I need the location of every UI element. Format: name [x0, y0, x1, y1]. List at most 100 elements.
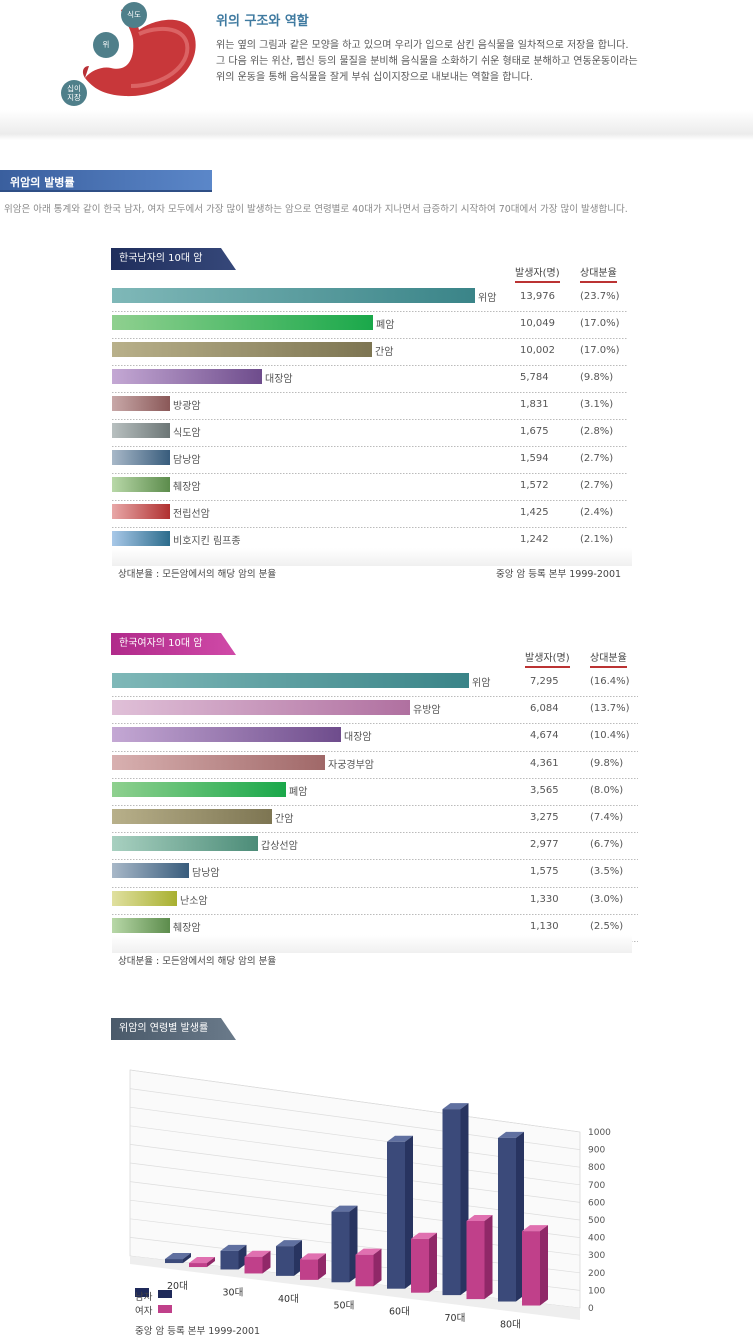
female-bar-label: 간암 [275, 814, 294, 825]
male-col-count: 발생자(명) [515, 264, 560, 283]
bar-top [244, 1250, 271, 1257]
bar-top [300, 1253, 326, 1260]
male-foot-left: 상대분율 : 모든암에서의 해당 암의 분율 [118, 569, 277, 580]
stomach-icon [82, 8, 196, 97]
y-tick-label: 0 [588, 1304, 594, 1314]
male-bar [112, 288, 475, 303]
bar-front [165, 1259, 183, 1264]
female-bar [112, 700, 410, 716]
male-bar-label: 방광암 [173, 401, 201, 412]
bar-top [276, 1240, 302, 1247]
female-count: 6,084 [530, 703, 559, 715]
male-pct: (9.8%) [580, 372, 614, 383]
male-row-line [112, 500, 628, 501]
y-tick-label: 300 [588, 1251, 605, 1261]
male-foot-right: 중앙 암 등록 본부 1999-2001 [496, 569, 622, 580]
bar-top [387, 1135, 413, 1142]
female-bar [112, 781, 286, 797]
female-bar-label: 갑상선암 [261, 841, 298, 853]
male-pct: (2.4%) [580, 507, 614, 518]
female-bar [112, 727, 341, 743]
female-count: 1,575 [530, 866, 559, 878]
section-header [0, 170, 212, 192]
bar-side [318, 1253, 326, 1280]
male-bar-label: 식도암 [173, 428, 201, 439]
male-row-line [112, 527, 628, 528]
bar-front [442, 1109, 461, 1296]
male-pct: (23.7%) [580, 291, 620, 302]
male-count: 1,242 [520, 534, 549, 545]
male-bar [112, 396, 170, 411]
bar-top [220, 1244, 247, 1251]
x-tick-label: 70대 [445, 1313, 466, 1324]
age-chart-svg: 0 100 200 300 400 500 600 700 800 900 1000 20대 30대 40… [129, 1069, 611, 1331]
female-count: 3,565 [530, 784, 559, 796]
y-tick-label: 200 [588, 1269, 605, 1279]
female-row-line [112, 859, 638, 861]
female-count: 1,330 [530, 893, 559, 905]
male-count: 5,784 [520, 372, 549, 383]
intro-line: 그 다음 위는 위산, 펩신 등의 물질을 분비해 음식물을 소화하기 쉬운 형… [216, 56, 638, 67]
age-source: 중앙 암 등록 본부 1999-2001 [135, 1326, 261, 1337]
male-row-line [112, 473, 628, 474]
female-bar-label: 대장암 [344, 732, 372, 744]
female-count: 7,295 [530, 676, 559, 687]
female-col-pct: 상대분율 [590, 649, 627, 668]
bubble-duodenum: 십이 지장 [61, 80, 87, 106]
female-pct: (9.8%) [590, 757, 624, 769]
male-count: 1,831 [520, 399, 549, 410]
y-tick-label: 500 [588, 1216, 605, 1226]
bubble-stomach: 위 [93, 32, 119, 58]
y-tick-label: 1000 [588, 1128, 611, 1138]
male-count: 1,675 [520, 426, 549, 437]
male-bar [112, 369, 262, 384]
male-tab: 한국남자의 10대 암 [111, 248, 236, 270]
x-tick-label: 50대 [334, 1300, 355, 1311]
y-tick-label: 100 [588, 1286, 605, 1296]
intro-title: 위의 구조와 역할 [216, 14, 309, 29]
female-row-line [112, 832, 638, 834]
female-bar-label: 난소암 [180, 895, 208, 907]
female-bar-label: 자궁경부암 [328, 759, 374, 771]
female-pct: (3.5%) [590, 866, 624, 878]
female-bar [112, 890, 177, 906]
bar-front [220, 1250, 239, 1270]
stomach-illustration: 식도 위 십이 지장 [55, 0, 205, 110]
bar-side [183, 1253, 191, 1264]
female-pct: (7.4%) [590, 812, 624, 823]
male-row-line [112, 419, 628, 420]
male-row-line [112, 446, 628, 447]
male-count: 13,976 [520, 291, 555, 302]
male-bar [112, 315, 373, 330]
bar-side [207, 1257, 215, 1268]
female-count: 1,130 [530, 920, 559, 932]
male-bar-label: 비호지킨 림프종 [173, 536, 241, 547]
intro-line: 위의 운동을 통해 음식물을 잘게 부숴 십이지장으로 내보내는 역할을 합니다… [216, 72, 533, 83]
male-bar [112, 423, 170, 438]
male-col-pct: 상대분율 [580, 264, 617, 283]
female-row-line [112, 913, 638, 915]
intro-line: 위는 옆의 그림과 같은 모양을 하고 있으며 우리가 입으로 삼킨 음식물을 … [216, 40, 629, 51]
female-pct: (13.7%) [590, 703, 630, 715]
bar-side [373, 1248, 382, 1287]
male-bar-label: 간암 [375, 347, 394, 358]
intro-text: 위는 옆의 그림과 같은 모양을 하고 있으며 우리가 입으로 삼킨 음식물을 … [216, 38, 716, 86]
bar-top [442, 1103, 469, 1110]
bar-top [466, 1214, 493, 1221]
bar-side [429, 1232, 437, 1293]
female-bar [112, 917, 170, 933]
bar-front [387, 1141, 405, 1289]
male-pct: (2.7%) [580, 453, 614, 464]
male-pct: (2.1%) [580, 534, 614, 545]
female-bar [112, 863, 189, 879]
male-bar-label: 전립선암 [173, 509, 210, 520]
male-bar [112, 477, 170, 492]
female-bar-label: 폐암 [289, 786, 308, 798]
male-count: 1,425 [520, 507, 549, 518]
female-bar [112, 673, 469, 688]
female-bar [112, 836, 258, 852]
female-count: 4,674 [530, 730, 559, 742]
chart-floor [130, 1256, 580, 1320]
male-row-line [112, 338, 628, 339]
bar-top [498, 1131, 524, 1138]
